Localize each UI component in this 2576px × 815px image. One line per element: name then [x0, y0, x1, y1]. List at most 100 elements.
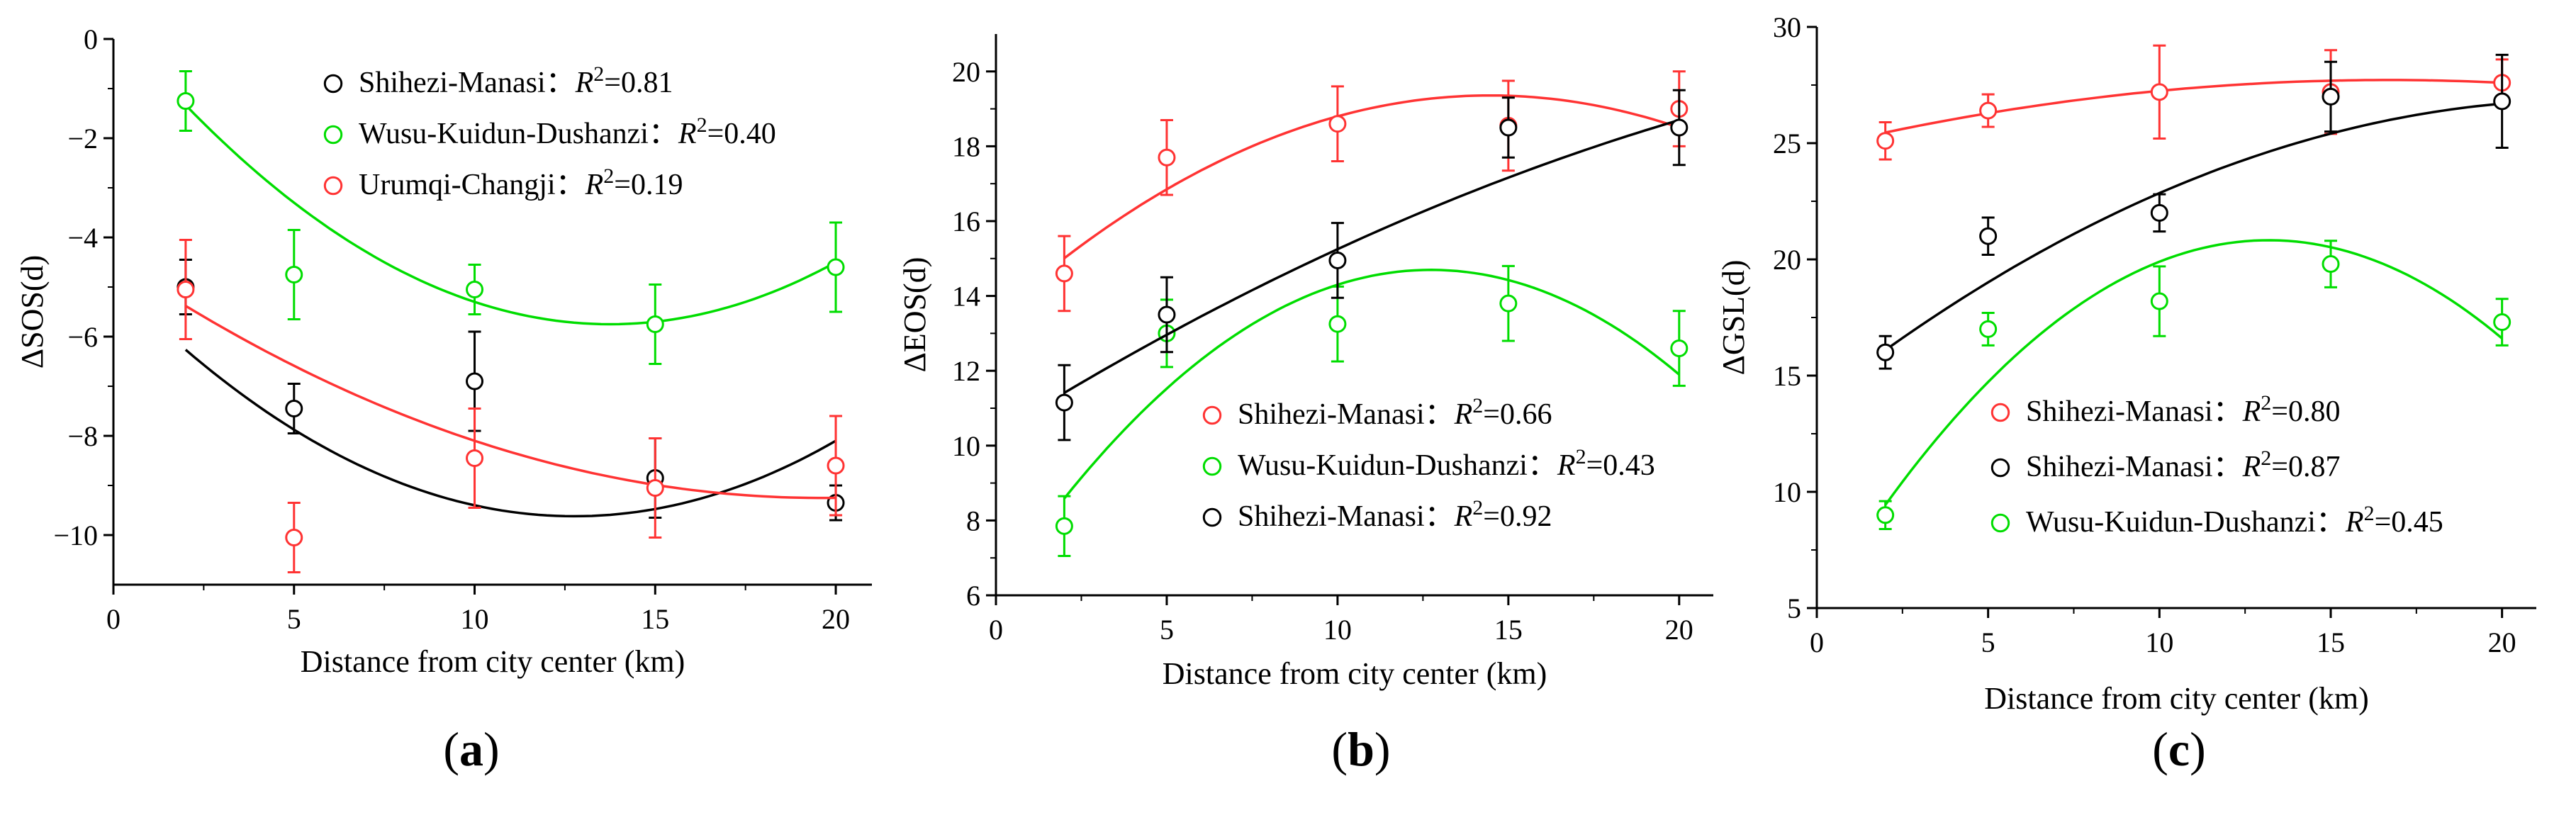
chart-panel-a: 0 5 10 15 20 −10 −8 −6 −4 −2 0 Distance from city c…: [15, 23, 872, 776]
x-tick-label: 0: [989, 614, 1003, 646]
data-point: [1876, 132, 1895, 150]
fit-curve: [1885, 79, 2502, 134]
legend-marker: [323, 74, 343, 94]
y-tick-label: 0: [84, 23, 98, 55]
data-point: [2322, 255, 2340, 274]
data-point: [1979, 227, 1998, 245]
fit-curve: [1884, 102, 2502, 352]
data-point: [1876, 343, 1895, 361]
x-axis-title: Distance from city center (km): [1984, 681, 2368, 716]
y-tick-label: −4: [67, 222, 98, 254]
legend-entry: Urumqi-Changji：R2=0.19: [359, 164, 683, 201]
data-point: [1670, 118, 1689, 137]
x-tick-label: 0: [106, 603, 121, 635]
y-axis-title: ΔGSL(d): [1716, 260, 1751, 376]
legend-entry: Wusu-Kuidun-Dushanzi：R2=0.43: [1238, 445, 1655, 482]
legend-marker: [323, 125, 343, 145]
series-shihezi-manasi: [1876, 44, 2511, 161]
y-tick-label: 18: [952, 130, 980, 162]
y-tick-label: −10: [53, 519, 98, 551]
x-tick-label: 0: [1810, 626, 1824, 658]
data-point: [466, 449, 484, 467]
legend-entry: Wusu-Kuidun-Dushanzi：R2=0.45: [2026, 502, 2443, 539]
x-tick-label: 10: [1323, 614, 1352, 646]
data-point: [646, 315, 664, 333]
legend-marker: [1202, 507, 1222, 527]
data-point: [2493, 313, 2511, 332]
fit-curve: [1063, 118, 1680, 394]
data-point: [1328, 315, 1347, 333]
legend-entry: Shihezi-Manasi：R2=0.81: [359, 62, 673, 99]
legend-marker: [323, 176, 343, 196]
panel-label: (b): [1331, 722, 1390, 776]
fit-curve: [184, 103, 836, 326]
x-tick-label: 10: [461, 603, 489, 635]
y-axis-title: ΔSOS(d): [15, 255, 50, 369]
data-point: [1328, 115, 1347, 133]
series-wusu-kuidun-dushanzi: [177, 70, 845, 365]
data-point: [827, 258, 845, 276]
data-point: [827, 456, 845, 475]
data-point: [466, 372, 484, 390]
fit-curve: [1884, 239, 2503, 506]
x-tick-label: 20: [2488, 626, 2516, 658]
data-point: [2322, 87, 2340, 106]
data-point: [1328, 251, 1347, 269]
fit-curve: [1063, 269, 1680, 500]
data-point: [285, 529, 303, 546]
y-tick-label: 6: [966, 580, 980, 612]
data-point: [285, 400, 303, 417]
y-tick-label: 15: [1773, 360, 1801, 392]
data-point: [1499, 118, 1518, 137]
y-tick-label: −2: [67, 123, 98, 154]
data-point: [1979, 101, 1998, 120]
data-point: [2150, 83, 2168, 101]
legend-marker: [1202, 456, 1222, 476]
legend-marker: [1202, 405, 1222, 425]
series-shihezi-manasi: [177, 259, 845, 522]
y-tick-label: −6: [67, 321, 98, 353]
series-wusu-kuidun-dushanzi: [1876, 239, 2511, 530]
x-tick-label: 15: [2317, 626, 2345, 658]
x-axis-title: Distance from city center (km): [301, 644, 685, 679]
y-tick-label: 25: [1773, 128, 1801, 159]
legend-marker: [1990, 458, 2010, 478]
panel-label: (c): [2152, 722, 2206, 776]
legend: Shihezi-Manasi：R2=0.66 Wusu-Kuidun-Dushan…: [1202, 394, 1655, 533]
data-point: [1158, 305, 1176, 324]
data-point: [1979, 320, 1998, 338]
data-point: [177, 281, 195, 298]
x-tick-label: 5: [1160, 614, 1174, 646]
y-tick-label: 16: [952, 206, 980, 237]
legend-entry: Shihezi-Manasi：R2=0.87: [2026, 446, 2340, 483]
x-tick-label: 20: [1665, 614, 1693, 646]
data-point: [466, 281, 484, 298]
data-point: [285, 266, 303, 283]
data-point: [1876, 506, 1895, 524]
panel-label: (a): [443, 722, 499, 776]
data-point: [2150, 203, 2168, 222]
legend-marker: [1990, 513, 2010, 533]
y-tick-label: 20: [1773, 244, 1801, 276]
legend-entry: Shihezi-Manasi：R2=0.66: [1238, 394, 1552, 431]
data-point: [1670, 339, 1689, 358]
y-tick-label: −8: [67, 420, 98, 452]
data-point: [646, 479, 664, 497]
data-point: [1499, 294, 1518, 313]
y-tick-label: 30: [1773, 11, 1801, 43]
y-axis-title: ΔEOS(d): [897, 257, 932, 373]
legend-entry: Wusu-Kuidun-Dushanzi：R2=0.40: [359, 113, 776, 150]
x-tick-label: 15: [1494, 614, 1523, 646]
legend: Shihezi-Manasi：R2=0.80 Shihezi-Manasi：R2=…: [1990, 391, 2443, 539]
data-point: [1055, 393, 1073, 412]
legend: Shihezi-Manasi：R2=0.81 Wusu-Kuidun-Dushan…: [323, 62, 776, 201]
x-tick-label: 10: [2145, 626, 2173, 658]
legend-entry: Shihezi-Manasi：R2=0.92: [1238, 496, 1552, 533]
x-tick-label: 5: [1981, 626, 1995, 658]
x-axis-title: Distance from city center (km): [1163, 656, 1547, 691]
y-tick-label: 14: [952, 281, 980, 313]
y-tick-label: 5: [1787, 592, 1801, 624]
x-tick-label: 15: [641, 603, 669, 635]
data-point: [1055, 517, 1073, 535]
